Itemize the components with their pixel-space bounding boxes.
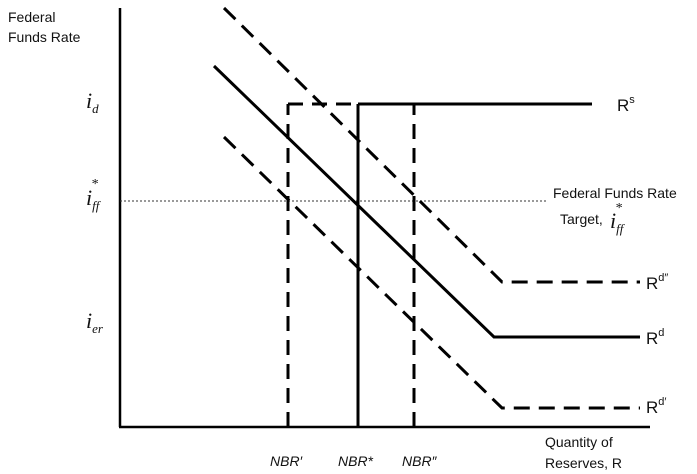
demand-curve-label: Rd xyxy=(646,327,664,348)
y-axis-title-line2: Funds Rate xyxy=(8,29,81,45)
demand-curve-prime xyxy=(224,137,640,408)
demand-double-prime-label: Rd″ xyxy=(646,272,668,293)
demand-prime-label: Rd′ xyxy=(646,396,666,417)
supply-curve-label: Rs xyxy=(617,94,635,115)
x-axis-title-line2: Reserves, R xyxy=(545,455,622,471)
target-label-line1: Federal Funds Rate xyxy=(553,185,677,201)
x-axis-title-line1: Quantity of xyxy=(545,434,613,450)
target-label-symbol-star: * xyxy=(615,201,622,216)
demand-curve-double-prime xyxy=(224,8,640,282)
x-tick-nbr-star: NBR* xyxy=(338,453,374,469)
y-tick-i-er: ier xyxy=(86,308,104,336)
y-axis-title-line1: Federal xyxy=(8,9,55,25)
x-tick-nbr-double-prime: NBR″ xyxy=(402,453,438,469)
x-tick-nbr-prime: NBR′ xyxy=(270,453,304,469)
y-tick-i-ff-star-mark: * xyxy=(91,177,98,192)
target-label-prefix: Target, xyxy=(560,211,603,227)
y-tick-i-d: id xyxy=(86,88,99,116)
